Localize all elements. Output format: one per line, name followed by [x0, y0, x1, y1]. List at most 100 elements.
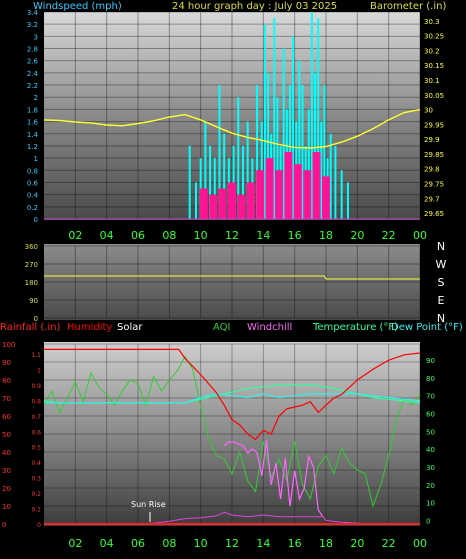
rainfall-tick-label: 0.3 [31, 476, 41, 483]
dewpoint-legend: Dew Point (°F) [391, 322, 463, 333]
wind-bar [317, 18, 320, 219]
percent-tick-label: 20 [2, 485, 11, 493]
gust-bar [322, 176, 330, 219]
temperature-tick-label: 0 [426, 517, 430, 525]
wind-bar [218, 85, 221, 219]
gust-bars [199, 152, 330, 219]
weather-hour-label: 14 [256, 537, 270, 550]
wind-bar [267, 72, 270, 219]
percent-axis: 0 10 20 30 40 50 60 70 80 90 100 [2, 341, 15, 529]
temperature-tick-label: 20 [426, 482, 435, 490]
windspeed-tick-label: 0.4 [27, 192, 39, 200]
rainfall-legend: Rainfall (.in) [0, 322, 61, 333]
temperature-tick-label: 60 [426, 411, 435, 419]
rainfall-tick-label: 1.1 [31, 352, 41, 359]
weather-hour-label: 20 [350, 537, 364, 550]
gust-bar [284, 152, 293, 219]
wind-bar [334, 145, 337, 219]
weather-hour-label: 04 [100, 537, 114, 550]
wind-bar [340, 170, 343, 219]
wind-bar [276, 97, 279, 219]
rainfall-tick-label: 0.1 [31, 507, 41, 514]
temperature-tick-label: 80 [426, 375, 435, 383]
barometer-tick-label: 30.1 [424, 77, 440, 85]
wind-hour-label: 18 [319, 229, 333, 242]
rainfall-tick-label: 0.9 [31, 383, 41, 390]
windspeed-tick-label: 2.4 [27, 70, 39, 78]
weather-hour-label: 08 [162, 537, 176, 550]
wind-bar [310, 12, 313, 219]
direction-panel-grid [44, 245, 421, 319]
wind-hour-label: 06 [131, 229, 145, 242]
gust-bar [209, 194, 218, 219]
wind-hour-label: 00 [413, 229, 427, 242]
barometer-tick-label: 29.7 [424, 195, 440, 203]
barometer-tick-label: 30.25 [424, 33, 444, 41]
rainfall-tick-label: 0.4 [31, 460, 41, 467]
temperature-tick-label: 10 [426, 500, 435, 508]
wind-bar [320, 121, 323, 219]
direction-tick-label: 360 [25, 243, 38, 251]
humidity-line [44, 348, 421, 441]
percent-tick-label: 80 [2, 377, 11, 385]
compass-label: W [436, 258, 447, 271]
wind-bar [204, 121, 207, 219]
windspeed-tick-label: 2 [34, 94, 38, 102]
wind-panel-grid [44, 11, 421, 220]
gust-bar [256, 170, 265, 219]
wind-bar [263, 24, 266, 220]
wind-bar [213, 158, 216, 219]
barometer-tick-label: 30.2 [424, 47, 440, 55]
wind-bar [194, 182, 197, 219]
weather-panel-background [44, 342, 420, 526]
graph-title: 24 hour graph day : July 03 2025 [172, 1, 337, 12]
windspeed-tick-label: 2.8 [27, 46, 38, 54]
windspeed-tick-label: 3 [34, 33, 38, 41]
wind-hour-label: 20 [350, 229, 364, 242]
percent-tick-label: 90 [2, 359, 11, 367]
wind-bar [329, 133, 332, 219]
windspeed-axis-title: Windspeed (mph) [33, 1, 122, 12]
aqi-legend: AQI [213, 322, 231, 333]
rainfall-tick-label: 1 [37, 367, 41, 374]
wind-bar [241, 145, 244, 219]
rainfall-tick-label: 0.8 [31, 398, 41, 405]
wind-bar [237, 97, 240, 219]
aqi-line [43, 355, 421, 508]
percent-tick-label: 40 [2, 449, 11, 457]
wind-bar [256, 85, 259, 219]
barometer-tick-label: 30 [424, 107, 433, 115]
wind-hour-label: 12 [225, 229, 239, 242]
windspeed-tick-label: 1.2 [27, 143, 38, 151]
barometer-tick-label: 29.8 [424, 166, 440, 174]
weather-panel-grid [44, 343, 421, 525]
weather-hour-label: 16 [288, 537, 302, 550]
weather-hour-label: 02 [68, 537, 82, 550]
barometer-tick-label: 29.65 [424, 210, 444, 218]
windspeed-tick-label: 1.8 [27, 106, 38, 114]
direction-tick-label: 0 [34, 315, 38, 323]
windspeed-tick-label: 1 [34, 155, 38, 163]
gust-bar [218, 188, 227, 219]
weather-hour-label: 22 [382, 537, 396, 550]
percent-tick-label: 50 [2, 431, 11, 439]
wind-hour-label: 22 [382, 229, 396, 242]
barometer-tick-label: 29.9 [424, 136, 440, 144]
gust-bar [303, 170, 312, 219]
rainfall-tick-label: 0 [37, 522, 41, 529]
barometer-tick-label: 30.05 [424, 92, 444, 100]
rainfall-axis: 0 0.1 0.2 0.3 0.4 0.5 0.6 0.7 0.8 0.9 1 1.1 [31, 352, 41, 529]
wind-hour-label: 10 [194, 229, 208, 242]
temperature-tick-label: 40 [426, 446, 435, 454]
dewpoint-line [44, 393, 421, 404]
windspeed-tick-label: 0.2 [27, 204, 38, 212]
sunrise-annotation: Sun Rise [131, 500, 166, 509]
gust-bar [228, 182, 236, 219]
rainfall-tick-label: 0.7 [31, 414, 41, 421]
weather-hour-label: 00 [413, 537, 427, 550]
barometer-tick-label: 30.15 [424, 62, 444, 70]
direction-tick-label: 270 [25, 261, 38, 269]
percent-tick-label: 0 [2, 521, 6, 529]
